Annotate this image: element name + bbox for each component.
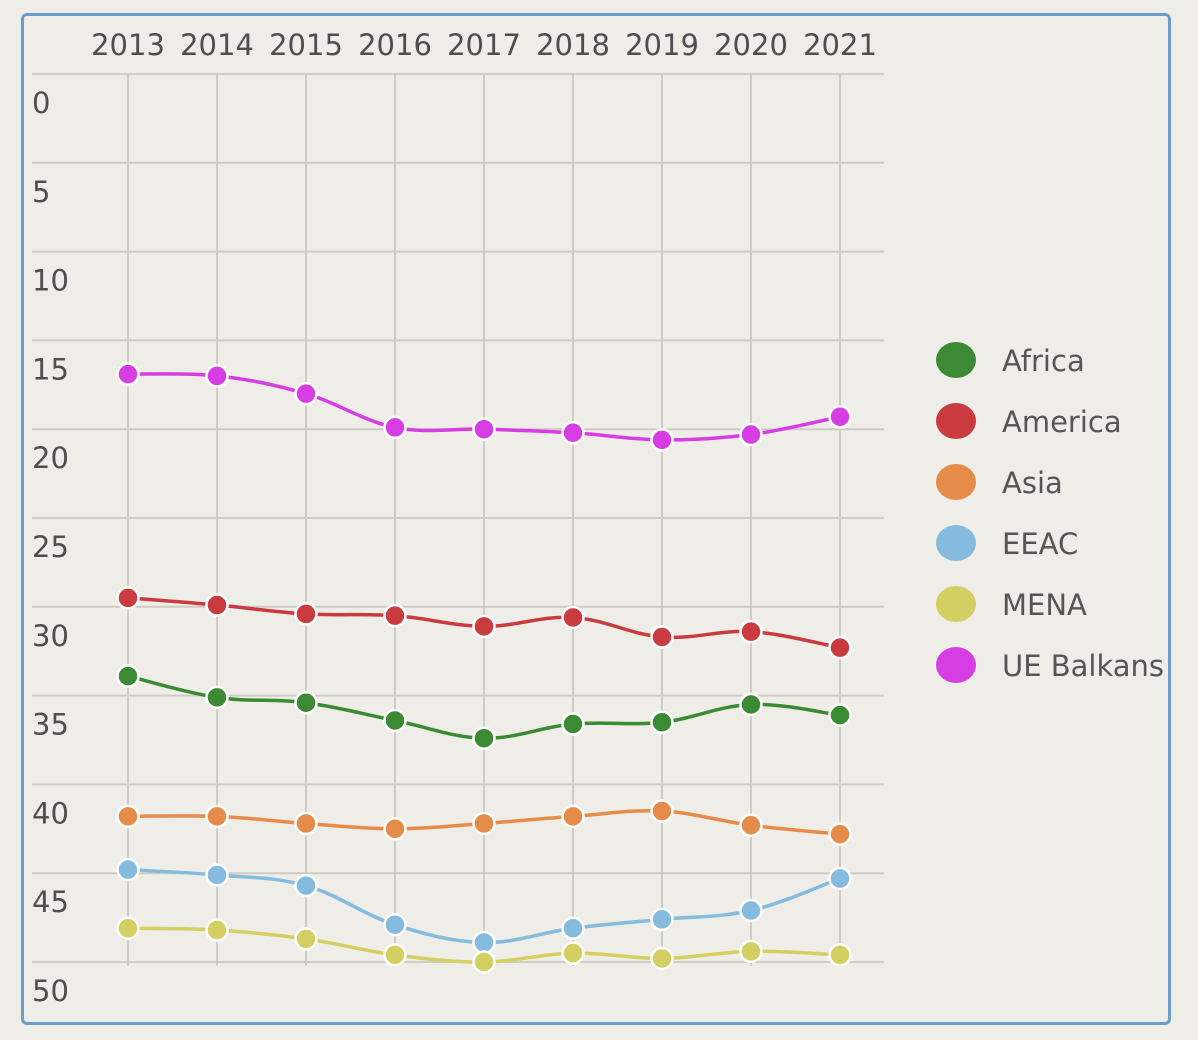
data-point-mena[interactable] — [650, 946, 674, 971]
legend-label-asia[interactable]: Asia — [1002, 466, 1063, 500]
data-point-asia[interactable] — [205, 804, 229, 829]
legend-swatch-america — [936, 403, 976, 439]
data-point-asia[interactable] — [294, 811, 318, 836]
y-tick-label: 0 — [32, 86, 50, 120]
data-point-america[interactable] — [383, 603, 407, 628]
data-point-america[interactable] — [828, 635, 852, 660]
y-tick-label: 50 — [32, 974, 69, 1008]
data-point-mena[interactable] — [205, 918, 229, 942]
data-point-mena[interactable] — [116, 916, 140, 941]
data-point-eeac[interactable] — [739, 898, 763, 923]
x-tick-label: 2018 — [536, 28, 610, 62]
data-point-asia[interactable] — [828, 822, 852, 846]
data-point-eeac[interactable] — [472, 930, 496, 955]
y-tick-label: 25 — [32, 530, 69, 564]
data-point-eeac[interactable] — [294, 873, 318, 898]
data-point-mena[interactable] — [294, 927, 318, 951]
data-point-africa[interactable] — [739, 692, 763, 717]
data-point-africa[interactable] — [383, 708, 407, 733]
x-tick-label: 2015 — [269, 28, 343, 62]
data-point-eeac[interactable] — [205, 863, 229, 887]
data-point-ue-balkans[interactable] — [383, 415, 407, 440]
legend-label-eeac[interactable]: EEAC — [1002, 527, 1078, 561]
y-tick-label: 15 — [32, 352, 69, 386]
data-point-ue-balkans[interactable] — [828, 405, 852, 429]
data-point-ue-balkans[interactable] — [116, 362, 140, 386]
legend-label-america[interactable]: America — [1002, 405, 1122, 439]
data-point-ue-balkans[interactable] — [561, 421, 585, 445]
x-tick-label: 2021 — [803, 28, 877, 62]
data-point-america[interactable] — [205, 593, 229, 617]
data-point-eeac[interactable] — [383, 912, 407, 937]
data-point-ue-balkans[interactable] — [472, 417, 496, 441]
data-point-ue-balkans[interactable] — [205, 364, 229, 388]
series-points — [116, 362, 852, 974]
legend-label-africa[interactable]: Africa — [1002, 344, 1085, 378]
data-point-mena[interactable] — [383, 943, 407, 967]
data-point-eeac[interactable] — [561, 916, 585, 941]
y-tick-label: 20 — [32, 441, 69, 475]
legend-swatch-ue-balkans — [936, 647, 976, 683]
chart-legend: Africa America Asia EEAC MENA UE Balkans — [936, 342, 1164, 683]
x-tick-label: 2017 — [447, 28, 521, 62]
y-tick-label: 10 — [32, 264, 69, 298]
y-tick-label: 45 — [32, 885, 69, 919]
data-point-eeac[interactable] — [116, 857, 140, 882]
data-point-asia[interactable] — [650, 799, 674, 823]
data-point-eeac[interactable] — [650, 907, 674, 932]
data-point-america[interactable] — [472, 614, 496, 639]
legend-label-mena[interactable]: MENA — [1002, 588, 1087, 622]
data-point-eeac[interactable] — [828, 866, 852, 891]
data-point-ue-balkans[interactable] — [294, 381, 318, 406]
y-tick-label: 35 — [32, 708, 69, 742]
y-axis-ticks: 0 5 10 15 20 25 30 35 40 45 50 — [32, 86, 69, 1008]
data-point-asia[interactable] — [739, 813, 763, 837]
data-point-africa[interactable] — [828, 703, 852, 727]
data-point-america[interactable] — [561, 605, 585, 630]
legend-swatch-mena — [936, 586, 976, 622]
data-point-asia[interactable] — [472, 811, 496, 836]
legend-label-ue-balkans[interactable]: UE Balkans — [1002, 649, 1164, 683]
y-tick-label: 5 — [32, 175, 50, 209]
data-point-africa[interactable] — [116, 664, 140, 688]
data-point-america[interactable] — [650, 625, 674, 649]
data-point-asia[interactable] — [561, 804, 585, 829]
data-point-ue-balkans[interactable] — [650, 428, 674, 452]
legend-swatch-eeac — [936, 525, 976, 561]
data-point-mena[interactable] — [828, 943, 852, 967]
x-tick-label: 2014 — [180, 28, 254, 62]
y-tick-label: 30 — [32, 619, 69, 653]
legend-swatch-asia — [936, 464, 976, 500]
data-point-asia[interactable] — [116, 804, 140, 829]
data-point-america[interactable] — [116, 586, 140, 610]
x-axis-ticks: 2013 2014 2015 2016 2017 2018 2019 2020 2021 — [91, 28, 877, 62]
data-point-asia[interactable] — [383, 817, 407, 841]
data-point-africa[interactable] — [294, 690, 318, 715]
data-point-america[interactable] — [294, 602, 318, 626]
data-point-ue-balkans[interactable] — [739, 422, 763, 447]
x-tick-label: 2013 — [91, 28, 165, 62]
x-tick-label: 2016 — [358, 28, 432, 62]
data-point-mena[interactable] — [472, 950, 496, 974]
data-point-america[interactable] — [739, 619, 763, 644]
data-point-africa[interactable] — [205, 685, 229, 710]
x-tick-label: 2019 — [625, 28, 699, 62]
data-point-africa[interactable] — [650, 710, 674, 734]
legend-swatch-africa — [936, 342, 976, 378]
data-point-africa[interactable] — [472, 726, 496, 750]
data-point-africa[interactable] — [561, 712, 585, 736]
x-tick-label: 2020 — [714, 28, 788, 62]
data-point-mena[interactable] — [561, 941, 585, 965]
y-tick-label: 40 — [32, 796, 69, 830]
data-point-mena[interactable] — [739, 939, 763, 964]
